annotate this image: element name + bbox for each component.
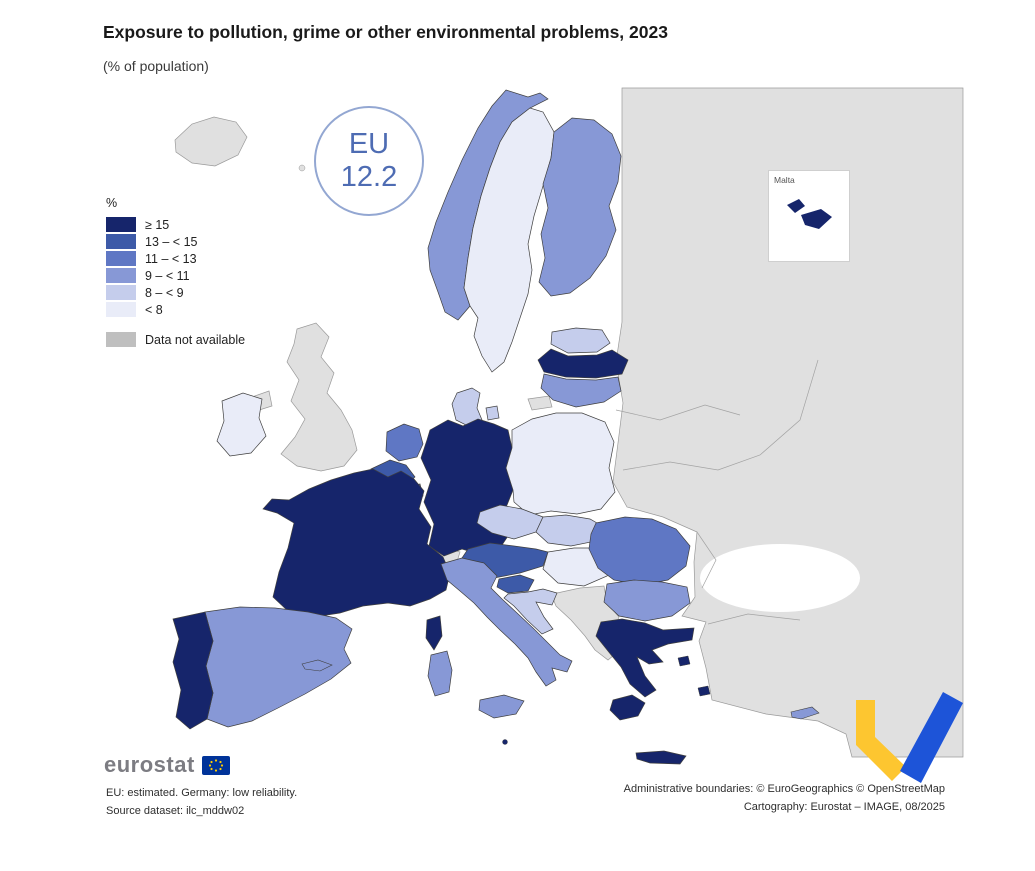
eurostat-logo: eurostat bbox=[104, 752, 230, 778]
eu-badge: EU 12.2 bbox=[314, 106, 424, 216]
land-kaliningrad bbox=[527, 395, 553, 411]
footnotes: EU: estimated. Germany: low reliability.… bbox=[106, 784, 297, 820]
country-france bbox=[262, 468, 451, 618]
country-romania bbox=[588, 516, 691, 586]
country-corsica bbox=[425, 615, 443, 651]
country-malta-dot bbox=[502, 739, 508, 745]
country-balearics bbox=[301, 659, 333, 672]
legend-swatch bbox=[106, 251, 136, 266]
country-portugal bbox=[172, 611, 214, 730]
country-greece-island bbox=[677, 655, 691, 667]
land-iceland bbox=[174, 116, 248, 167]
legend-unit: % bbox=[106, 196, 118, 210]
legend-swatch bbox=[106, 332, 136, 347]
land-faroe bbox=[298, 164, 306, 172]
legend-swatch bbox=[106, 217, 136, 232]
country-spain bbox=[204, 606, 353, 728]
legend-label: 8 – < 9 bbox=[145, 285, 184, 300]
credit-line: Administrative boundaries: © EuroGeograp… bbox=[623, 783, 945, 795]
malta-inset-label: Malta bbox=[774, 175, 795, 185]
country-ireland bbox=[216, 392, 267, 457]
land-east-europe bbox=[612, 87, 964, 758]
country-cyprus bbox=[790, 706, 820, 720]
eu-badge-label: EU bbox=[348, 127, 390, 160]
country-sicily bbox=[478, 694, 525, 719]
legend-label: Data not available bbox=[145, 332, 246, 347]
eu-flag-stars bbox=[208, 758, 223, 772]
footnote-line: Source dataset: ilc_mddw02 bbox=[106, 805, 245, 817]
country-greece-crete bbox=[635, 750, 687, 765]
country-germany bbox=[420, 418, 514, 557]
eurostat-logo-text: eurostat bbox=[104, 752, 195, 777]
eu-badge-value: 12.2 bbox=[340, 161, 398, 193]
legend-item: 8 – < 9 bbox=[106, 284, 245, 301]
credits: Administrative boundaries: © EuroGeograp… bbox=[624, 780, 945, 816]
eu-flag-icon bbox=[201, 755, 230, 775]
legend-label: < 8 bbox=[145, 302, 163, 317]
legend-label: ≥ 15 bbox=[145, 217, 170, 232]
country-poland bbox=[505, 412, 616, 516]
legend-swatch bbox=[106, 285, 136, 300]
legend-item: < 8 bbox=[106, 301, 245, 318]
country-latvia bbox=[537, 348, 629, 379]
legend-swatch bbox=[106, 234, 136, 249]
country-italy bbox=[440, 557, 573, 687]
malta-inset-map bbox=[787, 199, 832, 229]
border-line bbox=[696, 531, 717, 589]
legend: % ≥ 15 13 – < 15 11 – < 13 9 – < 11 8 – … bbox=[106, 196, 245, 348]
page-title: Exposure to pollution, grime or other en… bbox=[103, 22, 668, 42]
legend-item: ≥ 15 bbox=[106, 216, 245, 233]
legend-swatch bbox=[106, 302, 136, 317]
country-sardinia bbox=[427, 650, 453, 697]
malta-inset: Malta bbox=[768, 170, 850, 262]
country-lithuania bbox=[540, 373, 622, 408]
legend-label: 13 – < 15 bbox=[145, 234, 198, 249]
legend-item: 11 – < 13 bbox=[106, 250, 245, 267]
land-great-britain bbox=[280, 322, 358, 472]
country-denmark-island bbox=[485, 405, 500, 421]
country-bulgaria bbox=[603, 579, 691, 622]
country-malta bbox=[801, 209, 832, 229]
country-sweden bbox=[463, 107, 555, 373]
border-line bbox=[707, 613, 801, 625]
country-estonia bbox=[550, 327, 611, 354]
country-slovenia bbox=[496, 574, 535, 594]
country-greece-peloponnese bbox=[609, 694, 646, 721]
country-croatia bbox=[503, 588, 558, 635]
country-finland bbox=[538, 117, 622, 297]
footnote-line: EU: estimated. Germany: low reliability. bbox=[106, 787, 298, 799]
country-greece bbox=[595, 618, 695, 698]
legend-item: 9 – < 11 bbox=[106, 267, 245, 284]
legend-item-na: Data not available bbox=[106, 331, 245, 348]
credit-line: Cartography: Eurostat – IMAGE, 08/2025 bbox=[743, 801, 945, 813]
legend-item: 13 – < 15 bbox=[106, 233, 245, 250]
legend-label: 11 – < 13 bbox=[145, 251, 197, 266]
country-gozo bbox=[787, 199, 805, 213]
page-subtitle: (% of population) bbox=[103, 58, 209, 74]
country-netherlands bbox=[385, 423, 424, 462]
legend-swatch bbox=[106, 268, 136, 283]
border-line bbox=[622, 359, 819, 471]
border-line bbox=[615, 404, 741, 421]
country-greece-island bbox=[697, 685, 711, 697]
black-sea bbox=[700, 544, 860, 612]
legend-label: 9 – < 11 bbox=[145, 268, 190, 283]
